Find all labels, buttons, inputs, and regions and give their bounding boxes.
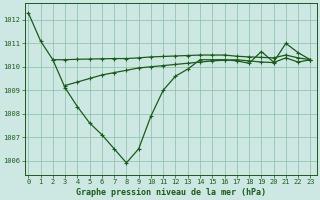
X-axis label: Graphe pression niveau de la mer (hPa): Graphe pression niveau de la mer (hPa) [76, 188, 266, 197]
